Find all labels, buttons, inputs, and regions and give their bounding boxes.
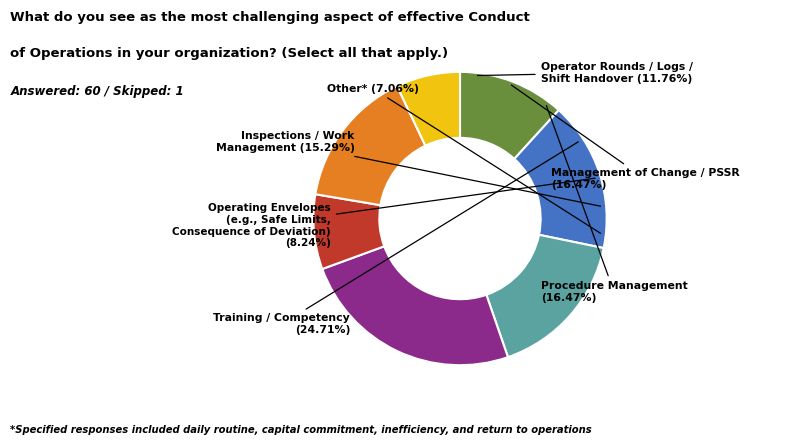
Wedge shape: [460, 72, 558, 159]
Text: Inspections / Work
Management (15.29%): Inspections / Work Management (15.29%): [215, 132, 601, 206]
Text: Operating Envelopes
(e.g., Safe Limits,
Consequence of Deviation)
(8.24%): Operating Envelopes (e.g., Safe Limits, …: [172, 178, 595, 248]
Text: Management of Change / PSSR
(16.47%): Management of Change / PSSR (16.47%): [511, 85, 740, 190]
Text: What do you see as the most challenging aspect of effective Conduct: What do you see as the most challenging …: [10, 11, 530, 24]
Text: Answered: 60 / Skipped: 1: Answered: 60 / Skipped: 1: [10, 85, 184, 98]
Text: of Operations in your organization? (Select all that apply.): of Operations in your organization? (Sel…: [10, 47, 449, 60]
Wedge shape: [322, 246, 508, 365]
Wedge shape: [315, 86, 426, 205]
Text: Procedure Management
(16.47%): Procedure Management (16.47%): [541, 106, 687, 303]
Text: Training / Competency
(24.71%): Training / Competency (24.71%): [214, 142, 578, 335]
Wedge shape: [486, 235, 604, 357]
Text: *Specified responses included daily routine, capital commitment, inefficiency, a: *Specified responses included daily rout…: [10, 425, 592, 435]
Wedge shape: [397, 72, 460, 146]
Text: Operator Rounds / Logs /
Shift Handover (11.76%): Operator Rounds / Logs / Shift Handover …: [478, 62, 693, 83]
Wedge shape: [314, 194, 384, 269]
Text: Other* (7.06%): Other* (7.06%): [327, 83, 601, 233]
Wedge shape: [514, 110, 606, 248]
